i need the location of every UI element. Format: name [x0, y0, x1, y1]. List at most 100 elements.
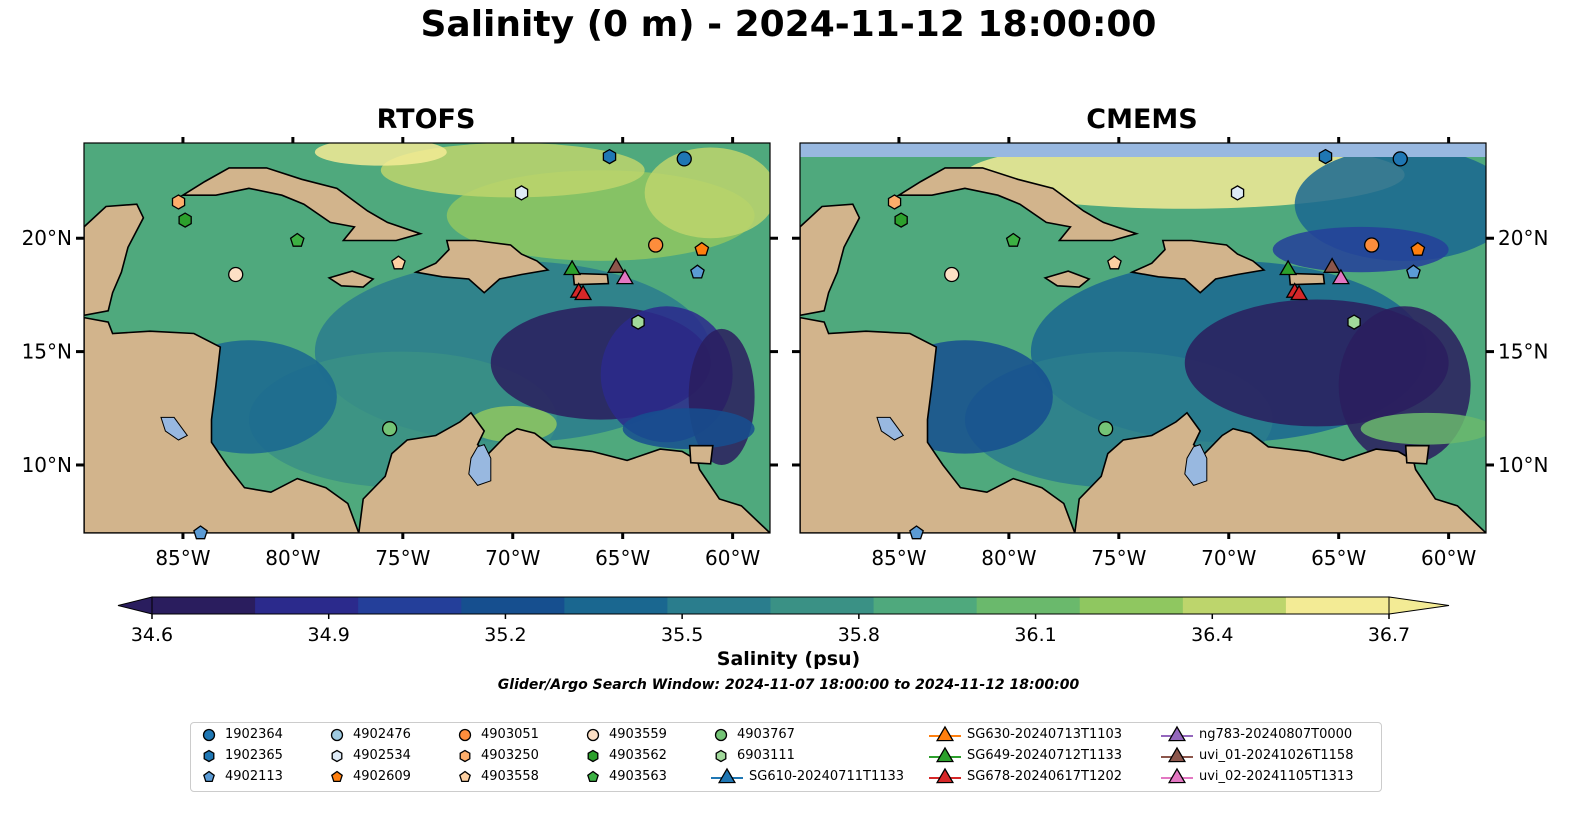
obs-marker-4903563	[289, 232, 305, 247]
colorbar-tick-label: 36.1	[1014, 624, 1056, 646]
obs-marker-4903051	[648, 237, 664, 253]
legend-item: uvi_02-20241105T1313	[1161, 766, 1353, 787]
map-frame	[83, 142, 771, 534]
obs-marker-4903562	[894, 212, 908, 228]
obs-marker-uvi_02-20241105T1313	[615, 268, 634, 285]
legend-marker-icon	[929, 746, 961, 762]
lake-nicaragua	[876, 416, 905, 441]
legend-marker-icon	[715, 749, 727, 762]
legend-marker-icon	[929, 767, 961, 783]
legend-item: SG630-20240713T1103	[929, 724, 1122, 745]
colorbar-tick-label: 35.2	[484, 624, 526, 646]
no-data-band	[800, 143, 1486, 157]
colorbar-tick-label: 36.4	[1191, 624, 1233, 646]
obs-marker-uvi_02-20241105T1313	[1331, 268, 1350, 285]
legend-symbol	[935, 767, 955, 783]
colorbar-tick-label: 35.8	[838, 624, 880, 646]
colorbar-segment	[564, 597, 668, 614]
obs-marker-4902113	[690, 264, 705, 279]
map-panel-rtofs	[84, 143, 770, 533]
land-puerto-rico	[1288, 272, 1326, 286]
legend-marker-icon	[202, 728, 216, 741]
obs-marker-4903250	[887, 194, 902, 210]
legend-symbol	[330, 728, 344, 741]
land-jamaica	[1043, 270, 1091, 288]
legend-label: 4902609	[353, 769, 411, 784]
salinity-patch	[644, 147, 770, 239]
legend-symbol	[587, 770, 599, 782]
lake-maracaibo	[1184, 443, 1208, 486]
legend-item: 4902609	[327, 766, 411, 787]
lat-tick-label: 20°N	[22, 226, 72, 250]
colorbar-segment	[1079, 597, 1184, 614]
obs-marker-1902364	[1392, 151, 1408, 167]
colorbar-segment	[667, 597, 771, 614]
legend-label: 6903111	[737, 748, 795, 763]
legend-marker-icon	[711, 767, 743, 783]
search-window-note: Glider/Argo Search Window: 2024-11-07 18…	[497, 677, 1080, 693]
colorbar-tick-label: 35.5	[661, 624, 703, 646]
lat-tick-label: 15°N	[22, 340, 72, 364]
figure-title: Salinity (0 m) - 2024-11-12 18:00:00	[420, 4, 1157, 45]
legend-symbol	[1167, 746, 1187, 762]
legend-symbol	[459, 770, 471, 782]
obs-marker-4903558	[391, 255, 406, 270]
obs-marker-4903767	[381, 421, 398, 437]
land-hispaniola	[413, 239, 550, 294]
colorbar-extend-min	[117, 596, 153, 615]
legend-label: 4903051	[481, 727, 539, 742]
legend-symbol	[202, 728, 216, 741]
obs-marker-4902113	[1406, 264, 1421, 279]
obs-marker-4903563	[1005, 232, 1021, 247]
colorbar-label: Salinity (psu)	[716, 648, 861, 670]
legend-marker-icon	[1161, 746, 1193, 762]
panel-title-cmems: CMEMS	[1086, 104, 1198, 135]
legend-label: 1902365	[225, 748, 283, 763]
land-south-america	[357, 411, 770, 533]
legend-item: 4903563	[583, 766, 667, 787]
lon-tick-label: 65°W	[595, 546, 650, 570]
legend-marker-icon	[929, 725, 961, 741]
salinity-patch	[314, 143, 447, 166]
legend-item: ng783-20240807T0000	[1161, 724, 1352, 745]
legend-label: 4903767	[737, 727, 795, 742]
legend-symbol	[459, 749, 471, 762]
lon-tick-label: 70°W	[485, 546, 540, 570]
legend-item: 4902113	[199, 766, 283, 787]
obs-marker-SG649-20240712T1133	[563, 259, 582, 276]
land-yucatan	[800, 203, 861, 317]
land-cuba	[896, 167, 1140, 242]
lon-tick-label: 75°W	[1091, 546, 1146, 570]
colorbar: 34.6 34.9 35.2 35.5 35.8 36.1 36.4 36.7	[117, 596, 1450, 646]
salinity-patch	[1272, 226, 1449, 273]
obs-marker-4902113	[909, 525, 924, 540]
lon-tick-label: 80°W	[981, 546, 1036, 570]
legend-item: uvi_01-20241026T1158	[1161, 745, 1353, 766]
legend-symbol	[586, 728, 600, 741]
obs-marker-1902365	[1318, 148, 1333, 165]
salinity-patch	[380, 143, 645, 198]
lon-tick-label: 65°W	[1311, 546, 1366, 570]
obs-marker-4903559	[944, 266, 960, 283]
legend-marker-icon	[586, 728, 600, 741]
colorbar-segment	[255, 597, 359, 614]
map-panel-cmems	[800, 143, 1486, 533]
colorbar-tick-label: 34.9	[308, 624, 350, 646]
legend-symbol	[935, 746, 955, 762]
lat-tick-label: 15°N	[1498, 340, 1548, 364]
legend-symbol	[1167, 767, 1187, 783]
legend-label: 4903559	[609, 727, 667, 742]
legend-label: 4903558	[481, 769, 539, 784]
land-central-america	[84, 316, 360, 533]
lon-tick-label: 85°W	[871, 546, 926, 570]
lat-tick-label: 10°N	[22, 453, 72, 477]
legend-symbol	[935, 725, 955, 741]
obs-marker-4902609	[1410, 241, 1426, 256]
colorbar-segment	[770, 597, 875, 614]
legend-marker-icon	[1161, 767, 1193, 783]
legend-label: 1902364	[225, 727, 283, 742]
obs-marker-1902365	[602, 148, 617, 165]
legend-label: ng783-20240807T0000	[1199, 727, 1353, 742]
legend-symbol	[331, 770, 343, 782]
legend-label: SG610-20240711T1133	[749, 769, 905, 784]
